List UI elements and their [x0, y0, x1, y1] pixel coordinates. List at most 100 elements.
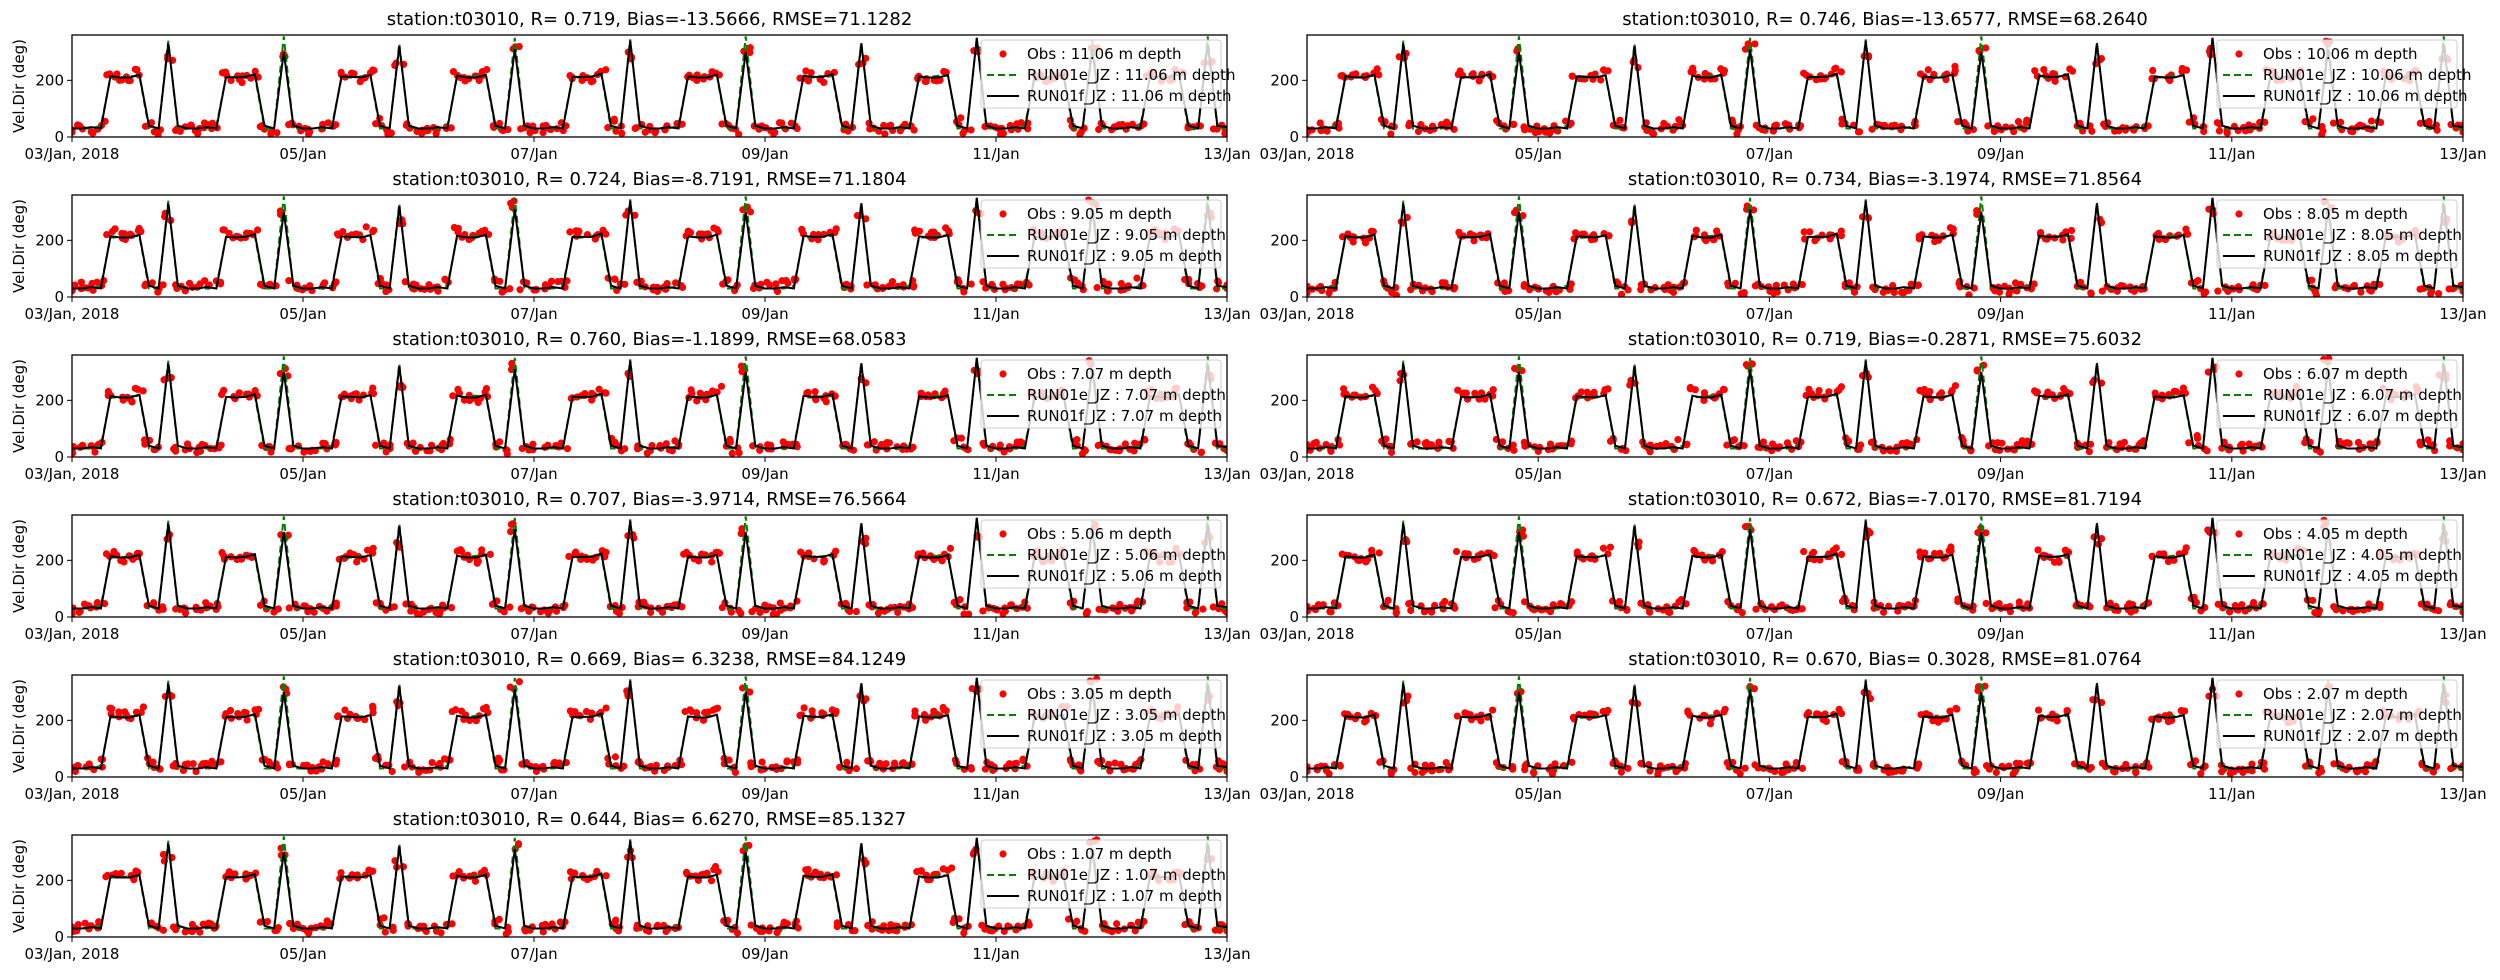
- obs-point: [960, 610, 968, 617]
- obs-point: [1921, 549, 1929, 557]
- obs-point: [1521, 442, 1529, 450]
- obs-point: [563, 445, 572, 453]
- obs-point: [369, 867, 377, 875]
- obs-point: [693, 76, 701, 85]
- x-tick-label: 11/Jan: [972, 945, 1019, 963]
- obs-point: [1327, 608, 1335, 616]
- obs-point: [1470, 237, 1478, 245]
- x-tick-label: 07/Jan: [1746, 465, 1793, 483]
- axes-frame: [71, 834, 1228, 938]
- obs-point: [1741, 523, 1750, 531]
- obs-point: [1772, 281, 1780, 289]
- x-tick-label: 05/Jan: [279, 945, 326, 963]
- x-tick-label: 07/Jan: [510, 785, 557, 803]
- obs-point: [1511, 364, 1519, 373]
- obs-point: [726, 435, 734, 444]
- x-tick-label: 13/Jan: [1203, 145, 1250, 163]
- obs-point: [1597, 76, 1605, 84]
- obs-point: [778, 119, 786, 127]
- obs-point: [915, 227, 924, 235]
- obs-point: [158, 603, 167, 611]
- x-tick-label: 09/Jan: [741, 785, 788, 803]
- x-tick-label: 05/Jan: [279, 465, 326, 483]
- obs-point: [1577, 388, 1585, 396]
- obs-point: [894, 608, 902, 616]
- obs-point: [800, 704, 808, 712]
- obs-point: [1752, 605, 1760, 613]
- obs-point: [2260, 765, 2269, 773]
- obs-point: [1936, 549, 1944, 557]
- obs-point: [148, 279, 156, 287]
- obs-point: [449, 872, 457, 880]
- obs-point: [708, 387, 717, 395]
- subplot-title: station:t03010, R= 0.719, Bias=-0.2871, …: [1628, 329, 2142, 350]
- obs-point: [602, 872, 610, 880]
- obs-point: [347, 550, 355, 558]
- obs-point: [2014, 118, 2023, 126]
- obs-point: [1025, 281, 1033, 289]
- obs-point: [1800, 547, 1808, 556]
- obs-point: [1946, 224, 1954, 232]
- x-tick-label: 07/Jan: [1746, 145, 1793, 163]
- obs-point: [707, 877, 716, 885]
- obs-point: [602, 389, 610, 397]
- obs-point: [941, 387, 949, 395]
- obs-point: [1952, 704, 1960, 712]
- obs-point: [1924, 66, 1932, 74]
- subplot-5: station:t03010, R= 0.760, Bias=-1.1899, …: [10, 329, 1251, 483]
- obs-point: [946, 544, 955, 552]
- obs-point: [1316, 119, 1324, 127]
- obs-point: [693, 709, 701, 717]
- obs-point: [2332, 606, 2340, 614]
- y-tick-label: 200: [1270, 71, 1299, 89]
- obs-point: [2314, 609, 2323, 617]
- obs-point: [332, 121, 340, 129]
- obs-point: [763, 278, 771, 286]
- legend-obs-marker: [999, 370, 1007, 378]
- obs-point: [1783, 439, 1792, 447]
- obs-point: [1798, 764, 1807, 772]
- legend-run01f-label: RUN01f_JZ : 8.05 m depth: [2263, 247, 2458, 266]
- obs-point: [413, 609, 421, 617]
- obs-point: [1568, 758, 1576, 766]
- y-axis-label: Vel.Dir (deg): [10, 519, 28, 613]
- y-axis-label: Vel.Dir (deg): [10, 839, 28, 933]
- obs-point: [267, 130, 275, 137]
- obs-point: [1405, 600, 1413, 608]
- obs-point: [1771, 122, 1779, 130]
- obs-point: [2055, 558, 2063, 566]
- obs-point: [536, 608, 545, 616]
- axes-frame: [71, 194, 1228, 298]
- obs-point: [1489, 706, 1497, 714]
- obs-point: [1420, 608, 1428, 616]
- legend-run01f-label: RUN01f_JZ : 9.05 m depth: [1027, 247, 1222, 266]
- obs-point: [1546, 608, 1554, 616]
- obs-point: [910, 126, 918, 134]
- obs-point: [758, 758, 766, 766]
- obs-point: [2023, 116, 2031, 124]
- obs-point: [496, 756, 504, 764]
- obs-point: [256, 280, 265, 288]
- obs-point: [2034, 706, 2043, 714]
- obs-point: [419, 608, 428, 616]
- subplot-title: station:t03010, R= 0.734, Bias=-3.1974, …: [1628, 169, 2142, 190]
- obs-point: [2087, 289, 2095, 297]
- obs-point: [882, 760, 890, 768]
- obs-point: [1919, 388, 1927, 396]
- obs-point: [1535, 128, 1543, 136]
- obs-point: [1510, 446, 1518, 454]
- obs-point: [189, 760, 197, 768]
- obs-point: [1689, 68, 1697, 76]
- x-tick-label: 07/Jan: [510, 145, 557, 163]
- obs-point: [1534, 447, 1542, 455]
- obs-point: [1889, 281, 1897, 290]
- obs-point: [804, 388, 812, 396]
- obs-point: [128, 398, 136, 406]
- obs-point: [1777, 768, 1786, 777]
- x-tick-label: 11/Jan: [2208, 465, 2255, 483]
- legend-box: [2216, 679, 2458, 749]
- obs-point: [881, 130, 889, 137]
- obs-point: [205, 919, 213, 927]
- obs-point: [2330, 760, 2338, 768]
- obs-point: [176, 127, 184, 135]
